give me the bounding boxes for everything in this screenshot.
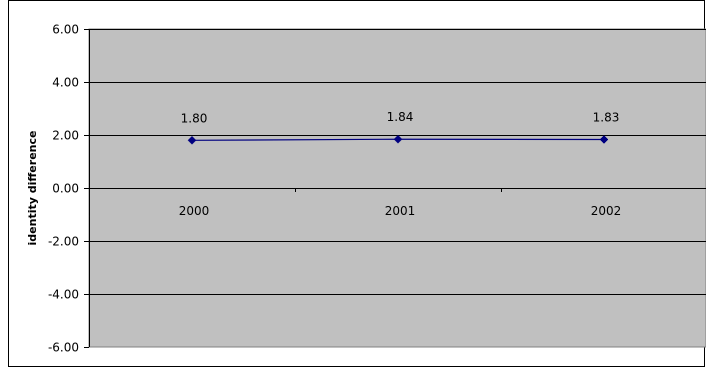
x-tick-labels: 2000 2001 2002 bbox=[179, 204, 622, 218]
y-tick-label: -4.00 bbox=[48, 288, 79, 302]
y-tick-label: 4.00 bbox=[52, 76, 79, 90]
x-tick-label: 2002 bbox=[591, 204, 622, 218]
data-label: 1.80 bbox=[181, 111, 208, 125]
x-tick-label: 2001 bbox=[385, 204, 416, 218]
data-label: 1.83 bbox=[593, 111, 620, 125]
y-tick-label: 0.00 bbox=[52, 182, 79, 196]
data-point bbox=[187, 135, 197, 145]
y-tick-label: -2.00 bbox=[48, 235, 79, 249]
y-tick-label: 2.00 bbox=[52, 129, 79, 143]
data-label: 1.84 bbox=[387, 110, 414, 124]
data-point bbox=[393, 134, 403, 144]
series-group bbox=[187, 134, 609, 145]
y-tick-label: -6.00 bbox=[48, 341, 79, 355]
axes bbox=[84, 29, 502, 348]
data-labels: 1.80 1.84 1.83 bbox=[181, 110, 620, 125]
y-tick-label: 6.00 bbox=[52, 23, 79, 37]
gridlines bbox=[89, 29, 706, 295]
x-tick-label: 2000 bbox=[179, 204, 210, 218]
data-point bbox=[599, 135, 609, 144]
y-axis-title: identity difference bbox=[26, 131, 39, 246]
y-tick-labels: 6.00 4.00 2.00 0.00 -2.00 -4.00 -6.00 bbox=[48, 23, 79, 355]
